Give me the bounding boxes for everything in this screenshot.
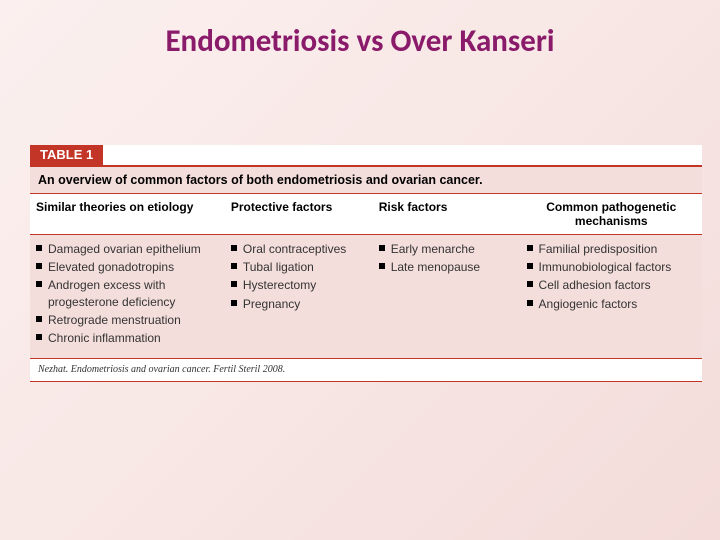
list-item: Androgen excess with progesterone defici… (36, 277, 219, 309)
list-item: Immunobiological factors (527, 259, 696, 275)
cell-protective: Oral contraceptives Tubal ligation Hystere… (225, 235, 373, 359)
slide: Endometriosis vs Over Kanseri TABLE 1 An… (0, 0, 720, 382)
cell-risk: Early menarche Late menopause (373, 235, 521, 359)
cell-pathogenetic: Familial predisposition Immunobiological … (521, 235, 702, 359)
table-caption: An overview of common factors of both en… (30, 167, 702, 194)
col-header-etiology: Similar theories on etiology (30, 194, 225, 235)
col-header-pathogenetic: Common pathogenetic mechanisms (521, 194, 702, 235)
list-item: Chronic inflammation (36, 330, 219, 346)
table-main: Similar theories on etiology Protective … (30, 194, 702, 358)
list-item: Oral contraceptives (231, 241, 367, 257)
list-item: Elevated gonadotropins (36, 259, 219, 275)
table-source: Nezhat. Endometriosis and ovarian cancer… (30, 359, 702, 382)
page-title: Endometriosis vs Over Kanseri (30, 22, 690, 60)
col-header-risk: Risk factors (373, 194, 521, 235)
factors-table: TABLE 1 An overview of common factors of… (30, 145, 702, 382)
list-item: Pregnancy (231, 296, 367, 312)
table-row: Damaged ovarian epithelium Elevated gonad… (30, 235, 702, 359)
list-item: Hysterectomy (231, 277, 367, 293)
list-item: Angiogenic factors (527, 296, 696, 312)
table-header-row: Similar theories on etiology Protective … (30, 194, 702, 235)
list-item: Early menarche (379, 241, 515, 257)
list-item: Late menopause (379, 259, 515, 275)
cell-etiology: Damaged ovarian epithelium Elevated gonad… (30, 235, 225, 359)
table-label: TABLE 1 (30, 145, 103, 165)
list-item: Retrograde menstruation (36, 312, 219, 328)
col-header-protective: Protective factors (225, 194, 373, 235)
list-item: Familial predisposition (527, 241, 696, 257)
list-item: Cell adhesion factors (527, 277, 696, 293)
table-label-row: TABLE 1 (30, 145, 702, 165)
list-item: Tubal ligation (231, 259, 367, 275)
list-item: Damaged ovarian epithelium (36, 241, 219, 257)
